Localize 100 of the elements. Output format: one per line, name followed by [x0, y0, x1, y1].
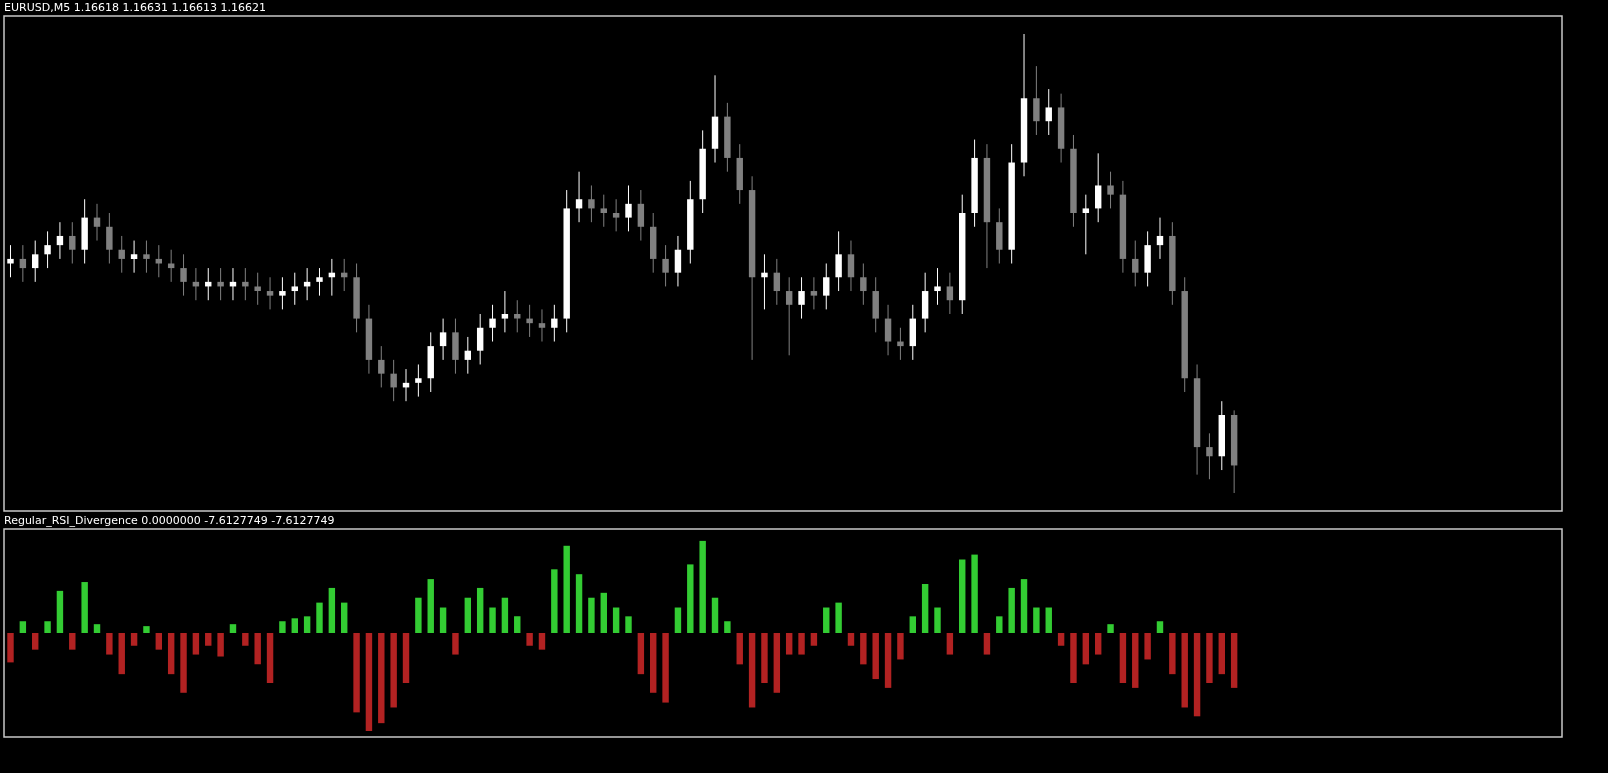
bar [674, 607, 682, 633]
bar [130, 633, 138, 646]
candlestick [439, 318, 447, 361]
candlestick [32, 240, 39, 283]
candlestick [526, 304, 533, 338]
bar [291, 618, 298, 633]
candlestick [291, 272, 298, 306]
bar [56, 590, 64, 633]
bar [1057, 633, 1065, 646]
bar [7, 633, 14, 663]
bar [736, 633, 743, 665]
bar [341, 602, 348, 633]
bar [476, 587, 484, 633]
candlestick [415, 363, 422, 398]
candlestick [514, 299, 521, 333]
bar [118, 633, 125, 675]
bar [835, 602, 842, 633]
bar [353, 633, 360, 713]
bar [897, 633, 904, 660]
bar [612, 607, 620, 633]
candlestick [476, 313, 484, 365]
bar [1230, 633, 1238, 688]
candlestick [551, 304, 558, 343]
bar [1070, 633, 1077, 683]
candlestick [1206, 432, 1213, 480]
candlestick [378, 345, 385, 388]
candlestick [538, 308, 546, 343]
candlestick [143, 240, 150, 274]
bar [1181, 633, 1188, 708]
candlestick [489, 304, 496, 343]
bar [872, 633, 879, 680]
candlestick [1045, 88, 1052, 136]
candlestick [785, 276, 793, 356]
bar [884, 633, 892, 688]
bar [724, 621, 731, 633]
candlestick [279, 276, 286, 310]
bar [19, 621, 27, 633]
candlestick [180, 253, 187, 297]
bar [180, 633, 187, 693]
candlestick [847, 240, 855, 292]
candlestick [612, 198, 620, 232]
candlestick [501, 290, 509, 333]
bar [365, 633, 373, 731]
bar [1169, 633, 1176, 675]
bar [946, 633, 954, 655]
bar [1033, 607, 1040, 633]
bar [167, 633, 175, 675]
bar [452, 633, 459, 655]
bar [1107, 624, 1114, 633]
candlestick [1107, 171, 1114, 209]
candlestick [1094, 152, 1102, 223]
candlestick [7, 244, 14, 278]
candlestick [588, 184, 595, 223]
bar [205, 633, 212, 646]
bar [959, 559, 966, 633]
bar [1082, 633, 1090, 665]
bar [316, 602, 323, 633]
bar [551, 569, 558, 633]
candlestick [118, 235, 125, 274]
bar [1020, 579, 1028, 633]
bar [390, 633, 397, 708]
bar [921, 584, 929, 633]
bar [1206, 633, 1213, 683]
bar [711, 597, 719, 633]
bar [823, 607, 830, 633]
candlestick [662, 244, 669, 287]
bar [1193, 633, 1201, 717]
candlestick [316, 267, 323, 297]
candlestick [106, 212, 113, 264]
bar [773, 633, 781, 693]
bar [69, 633, 76, 650]
bar [1094, 633, 1102, 655]
bar [192, 633, 200, 655]
bar [489, 607, 496, 633]
candlestick [600, 194, 607, 228]
candlestick [823, 263, 830, 310]
candlestick [884, 304, 892, 356]
bar [106, 633, 113, 655]
bar [464, 597, 472, 633]
candlestick [1156, 217, 1164, 260]
bar [81, 582, 88, 633]
candlestick [860, 263, 867, 306]
bar [934, 607, 941, 633]
bar [254, 633, 261, 665]
bar [143, 626, 150, 633]
bar [402, 633, 410, 683]
candlestick [934, 267, 941, 306]
candlestick [390, 359, 397, 402]
bar [983, 633, 991, 655]
candlestick [1033, 65, 1040, 136]
candlestick [44, 230, 51, 269]
candlestick [93, 203, 101, 242]
candlestick [1132, 240, 1139, 287]
candlestick [130, 240, 138, 274]
candlestick [773, 258, 781, 306]
bar [1132, 633, 1139, 688]
candlestick [575, 171, 583, 223]
candlestick [897, 327, 904, 361]
candlestick [254, 272, 261, 306]
bar [699, 540, 706, 633]
